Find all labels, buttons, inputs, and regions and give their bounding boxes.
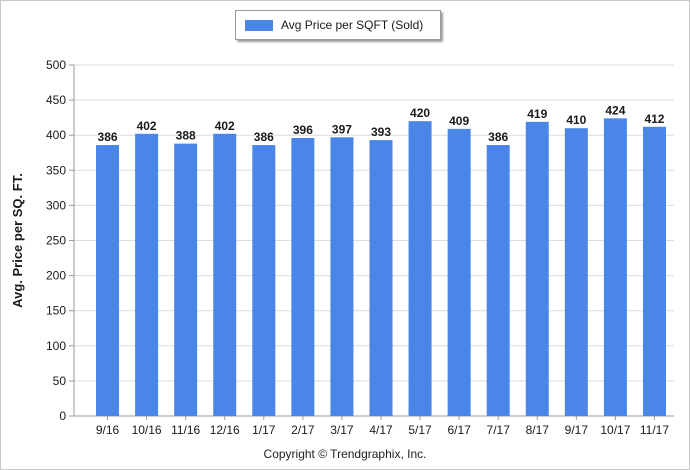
- data-label: 424: [605, 103, 625, 117]
- x-tick-label: 7/17: [487, 423, 511, 437]
- x-tick-label: 12/16: [210, 423, 240, 437]
- bar: [330, 137, 354, 416]
- data-label: 386: [254, 130, 274, 144]
- y-tick-label: 300: [46, 198, 66, 212]
- legend-swatch: [245, 19, 273, 31]
- data-label: 420: [410, 106, 430, 120]
- data-label: 397: [332, 122, 352, 136]
- x-tick-label: 9/16: [96, 423, 120, 437]
- y-tick-label: 0: [59, 409, 66, 423]
- data-label: 402: [137, 119, 157, 133]
- bar: [213, 133, 237, 416]
- bar: [408, 121, 432, 416]
- legend-label: Avg Price per SQFT (Sold): [281, 18, 424, 32]
- bar: [252, 145, 276, 416]
- bar-chart: 0 50 100 150 200 250 300 350 400 450 500 Avg. Price…: [10, 58, 674, 437]
- data-label: 388: [176, 129, 196, 143]
- x-tick-label: 11/16: [171, 423, 200, 437]
- x-tick-label: 1/17: [252, 423, 276, 437]
- x-tick-label: 6/17: [447, 423, 471, 437]
- bar: [174, 143, 198, 416]
- data-label: 402: [215, 119, 235, 133]
- bar: [135, 133, 159, 416]
- data-label: 419: [527, 107, 547, 121]
- x-tick-label: 5/17: [408, 423, 432, 437]
- y-tick-label: 150: [46, 304, 66, 318]
- y-axis-title: Avg. Price per SQ. FT.: [10, 173, 25, 308]
- y-tick-label: 400: [46, 128, 66, 142]
- y-tick-label: 50: [53, 374, 67, 388]
- chart-legend: Avg Price per SQFT (Sold): [235, 10, 441, 40]
- bar: [603, 118, 627, 417]
- x-tick-label: 11/17: [640, 423, 669, 437]
- bar: [291, 138, 315, 416]
- y-tick-label: 350: [46, 163, 66, 177]
- bar: [564, 128, 588, 416]
- bar: [369, 140, 393, 416]
- data-label: 386: [98, 130, 118, 144]
- bar: [525, 121, 549, 416]
- y-tick-label: 250: [46, 234, 66, 248]
- copyright-text: Copyright © Trendgraphix, Inc.: [263, 447, 427, 461]
- data-label: 412: [644, 112, 664, 126]
- y-tick-label: 450: [46, 93, 66, 107]
- bar: [486, 145, 510, 416]
- y-tick-label: 100: [46, 339, 66, 353]
- x-tick-label: 4/17: [369, 423, 393, 437]
- bar: [96, 145, 120, 416]
- data-label: 393: [371, 125, 391, 139]
- x-tick-label: 10/16: [132, 423, 162, 437]
- x-tick-label: 9/17: [565, 423, 589, 437]
- x-tick-label: 8/17: [526, 423, 550, 437]
- x-tick-label: 2/17: [291, 423, 315, 437]
- y-tick-label: 200: [46, 269, 66, 283]
- bar: [447, 128, 471, 416]
- x-tick-label: 3/17: [330, 423, 354, 437]
- data-label: 410: [566, 113, 586, 127]
- x-tick-label: 10/17: [600, 423, 630, 437]
- y-tick-label: 500: [46, 58, 66, 72]
- data-label: 409: [449, 114, 469, 128]
- data-label: 386: [488, 130, 508, 144]
- bar: [642, 126, 666, 416]
- data-label: 396: [293, 123, 313, 137]
